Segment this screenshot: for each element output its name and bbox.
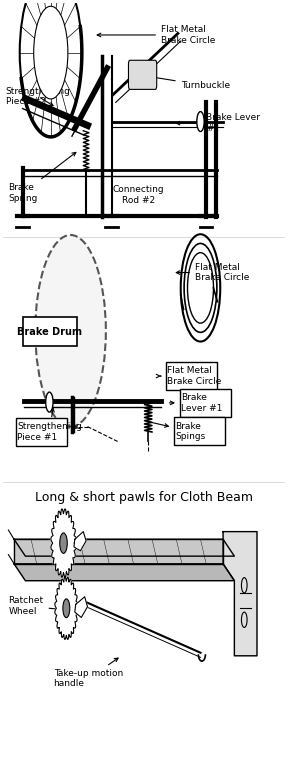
Circle shape [60, 533, 67, 554]
FancyBboxPatch shape [23, 317, 77, 346]
Text: Long & short pawls for Cloth Beam: Long & short pawls for Cloth Beam [35, 491, 253, 503]
Circle shape [46, 392, 53, 412]
Text: Flat Metal
Brake Circle: Flat Metal Brake Circle [156, 367, 221, 386]
Polygon shape [51, 509, 76, 577]
Text: Flat Metal
Brake Circle: Flat Metal Brake Circle [176, 263, 249, 283]
Polygon shape [14, 540, 223, 564]
Circle shape [63, 599, 70, 618]
Polygon shape [223, 532, 257, 655]
FancyBboxPatch shape [16, 418, 67, 445]
Text: Brake
Lever #1: Brake Lever #1 [169, 393, 222, 412]
Polygon shape [75, 597, 88, 618]
FancyBboxPatch shape [166, 362, 217, 390]
Circle shape [35, 235, 106, 427]
Circle shape [197, 112, 204, 131]
Polygon shape [74, 532, 86, 550]
Polygon shape [14, 540, 234, 556]
Text: Turnbuckle: Turnbuckle [142, 74, 230, 90]
Circle shape [34, 6, 68, 99]
Text: Strengthening
Piece #2: Strengthening Piece #2 [5, 86, 71, 106]
FancyBboxPatch shape [128, 60, 157, 90]
Polygon shape [14, 564, 234, 581]
FancyBboxPatch shape [174, 418, 225, 445]
Text: Flat Metal
Brake Circle: Flat Metal Brake Circle [97, 25, 215, 45]
Text: Strengthening
Piece #1: Strengthening Piece #1 [17, 408, 82, 442]
Text: Brake Lever
#2: Brake Lever #2 [176, 113, 260, 133]
Text: Ratchet
Wheel: Ratchet Wheel [8, 596, 61, 615]
Text: Brake
Spring: Brake Spring [8, 152, 76, 202]
FancyBboxPatch shape [180, 389, 231, 417]
Text: Brake Drum: Brake Drum [18, 327, 82, 337]
Polygon shape [55, 577, 78, 639]
Text: Brake
Spings: Brake Spings [152, 422, 205, 441]
Text: Take-up motion
handle: Take-up motion handle [54, 658, 123, 689]
Text: Connecting
Rod #2: Connecting Rod #2 [113, 185, 164, 205]
